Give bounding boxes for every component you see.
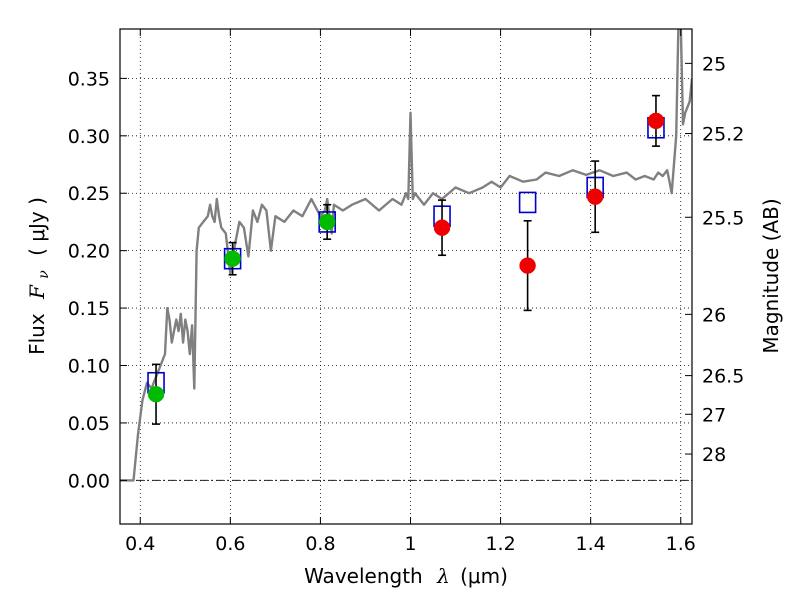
y-axis-symbol: F [25,284,49,300]
y-axis-label: Flux F ν ( μJy ) [25,197,53,355]
magnitude-axis-label: Magnitude (AB) [759,198,783,353]
x-tick-label: 1.2 [485,533,515,555]
observed-flux-red-point [647,112,665,130]
y-axis-label-prefix: Flux [25,313,49,355]
magnitude-tick-label: 26.5 [702,366,744,388]
observed-flux-red-point [586,188,604,205]
model-band-marker [518,191,537,214]
x-axis-label-prefix: Wavelength [304,564,423,588]
observed-flux-green-point [224,250,241,267]
y-tick-label: 0.25 [68,183,110,205]
magnitude-tick-label: 28 [702,444,726,466]
y-axis-unit: ( μJy ) [25,197,49,256]
magnitude-tick-label: 25.5 [702,207,744,229]
observed-flux-green-point [147,385,165,403]
x-tick-labels: 0.4 0.6 0.8 1 1.2 1.4 1.6 [125,533,696,555]
observed-flux-red-point [519,257,536,274]
x-axis-symbol: λ [436,564,450,588]
x-tick-label: 0.4 [125,533,155,555]
x-tick-label: 0.6 [215,533,245,555]
observed-flux-red-point [433,219,451,236]
y-tick-label: 0.30 [68,126,110,148]
grid [120,29,692,524]
y-tick-label: 0.20 [68,241,110,263]
observed-flux-green-point [318,213,336,231]
plot-frame [119,28,693,525]
y-tick-label: 0.35 [68,68,110,90]
y-axis-subscript: ν [36,270,52,279]
y-tick-labels: 0.00 0.05 0.10 0.15 0.20 0.25 0.30 0.35 [68,68,110,492]
x-tick-label: 0.8 [305,533,335,555]
magnitude-tick-label: 26 [702,304,726,326]
tick-marks [120,29,692,524]
magnitude-tick-label: 25 [702,53,726,75]
magnitude-tick-label: 25.2 [702,124,744,146]
x-axis-unit: (μm) [460,564,508,588]
y-tick-label: 0.15 [68,298,110,320]
y-tick-label: 0.05 [68,413,110,435]
x-tick-label: 1 [404,533,416,555]
magnitude-tick-labels: 25 25.2 25.5 26 26.5 27 28 [702,53,744,466]
spectrum-series [120,29,692,482]
model-spectrum-line [120,29,692,482]
x-axis-label: Wavelength λ (μm) [304,564,508,588]
magnitude-tick-label: 27 [702,404,726,426]
y-tick-label: 0.00 [68,470,110,492]
x-tick-label: 1.6 [666,533,696,555]
y-tick-label: 0.10 [68,356,110,378]
x-tick-label: 1.4 [576,533,606,555]
observed-flux-series [147,112,665,403]
